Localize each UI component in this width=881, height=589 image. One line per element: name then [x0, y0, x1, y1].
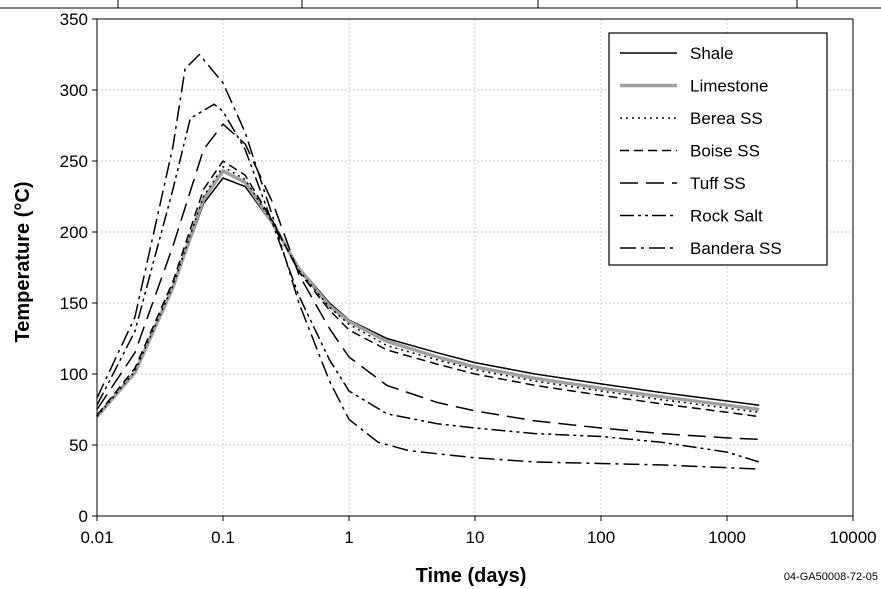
- legend-label: Limestone: [690, 77, 768, 96]
- x-tick-label: 100: [587, 528, 615, 547]
- x-tick-label: 1: [344, 528, 353, 547]
- x-axis-title: Time (days): [416, 565, 527, 587]
- y-tick-label: 0: [79, 507, 88, 526]
- x-tick-label: 10000: [829, 528, 876, 547]
- x-tick-label: 1000: [708, 528, 746, 547]
- y-tick-label: 250: [60, 152, 88, 171]
- y-axis-ticks: 0 50 100 150 200 250 300 350: [60, 10, 97, 526]
- series-line-boise-ss: [96, 160, 760, 418]
- legend-label: Berea SS: [690, 109, 763, 128]
- series-line-berea-ss: [96, 165, 760, 418]
- y-tick-label: 350: [60, 10, 88, 29]
- y-tick-label: 150: [60, 294, 88, 313]
- y-tick-label: 50: [69, 436, 88, 455]
- series-line-bandera-ss: [96, 53, 760, 470]
- series-line-tuff-ss: [96, 123, 760, 441]
- legend-label: Bandera SS: [690, 239, 782, 258]
- series-layer: [95, 53, 760, 470]
- series-line-rock-salt: [96, 103, 760, 463]
- legend-label: Shale: [690, 44, 733, 63]
- x-tick-label: 0.01: [80, 528, 113, 547]
- series-line-limestone: [95, 169, 760, 418]
- legend: Shale Limestone Berea SS Boise SS Tuff SS Roc…: [608, 32, 828, 266]
- y-tick-label: 200: [60, 223, 88, 242]
- top-table-border: [0, 0, 881, 9]
- y-axis-title: Temperature (°C): [12, 182, 34, 343]
- x-axis-ticks: 0.01 0.1 1 10 100 1000 10000: [80, 516, 877, 547]
- x-tick-label: 0.1: [211, 528, 235, 547]
- legend-box: [608, 32, 828, 266]
- x-tick-label: 10: [466, 528, 485, 547]
- legend-label: Rock Salt: [690, 207, 763, 226]
- figure-code: 04-GA50008-72-05: [784, 571, 878, 583]
- y-tick-label: 100: [60, 365, 88, 384]
- legend-label: Tuff SS: [690, 174, 746, 193]
- legend-label: Boise SS: [690, 142, 760, 161]
- y-tick-label: 300: [60, 81, 88, 100]
